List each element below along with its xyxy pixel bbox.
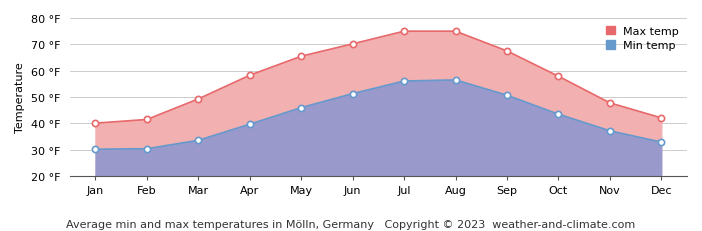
Legend: Max temp, Min temp: Max temp, Min temp: [601, 22, 684, 56]
Text: Average min and max temperatures in Mölln, Germany   Copyright © 2023  weather-a: Average min and max temperatures in Möll…: [67, 219, 635, 229]
Y-axis label: Temperature: Temperature: [15, 62, 25, 133]
